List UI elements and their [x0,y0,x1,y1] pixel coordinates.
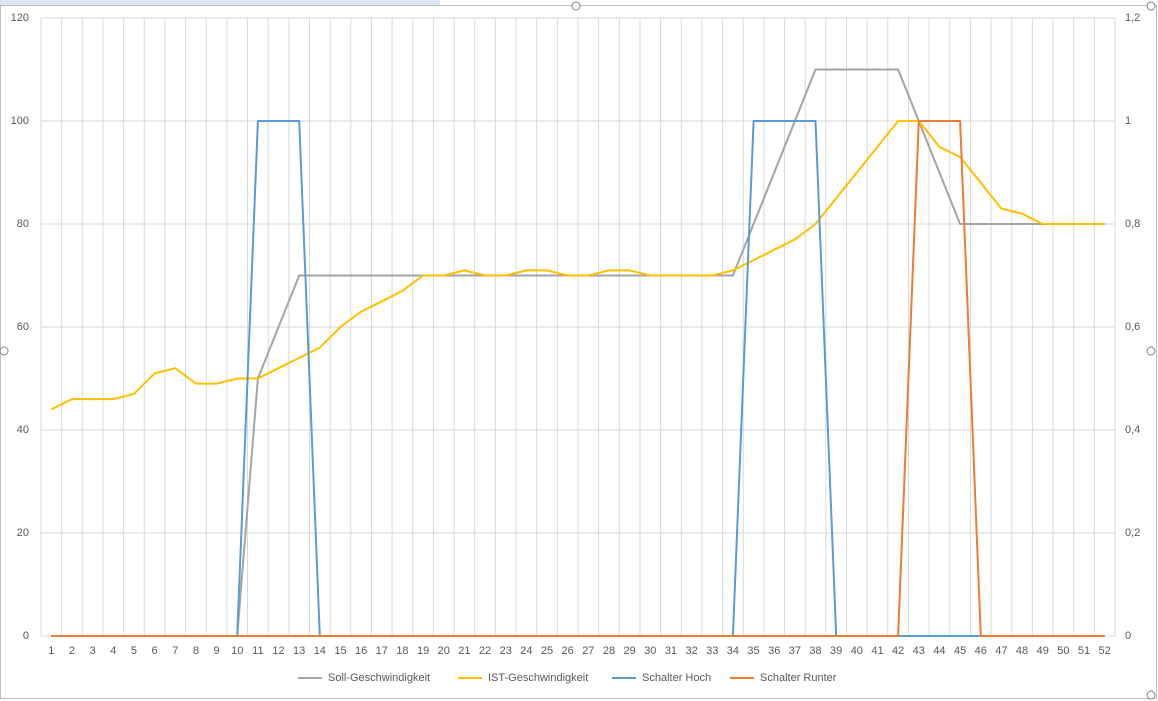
x-tick-label: 5 [131,645,137,657]
x-tick-label: 26 [562,645,574,657]
x-tick-label: 28 [603,645,615,657]
x-tick-label: 10 [231,645,243,657]
y2-tick-label: 0,6 [1125,321,1140,333]
x-tick-label: 42 [892,645,904,657]
legend-label: Schalter Runter [760,672,837,684]
x-tick-label: 6 [152,645,158,657]
y2-tick-label: 0,8 [1125,218,1140,230]
x-tick-label: 37 [789,645,801,657]
x-tick-label: 2 [69,645,75,657]
x-tick-label: 20 [438,645,450,657]
x-tick-label: 15 [334,645,346,657]
x-tick-label: 47 [995,645,1007,657]
x-tick-label: 52 [1099,645,1111,657]
x-tick-label: 48 [1016,645,1028,657]
x-tick-label: 50 [1057,645,1069,657]
y2-tick-label: 0,4 [1125,424,1140,436]
x-tick-label: 41 [871,645,883,657]
x-tick-label: 8 [193,645,199,657]
x-tick-label: 51 [1078,645,1090,657]
x-tick-label: 32 [685,645,697,657]
x-tick-label: 40 [851,645,863,657]
x-tick-label: 33 [706,645,718,657]
x-tick-label: 25 [541,645,553,657]
x-tick-label: 24 [520,645,532,657]
x-tick-label: 17 [376,645,388,657]
x-tick-label: 14 [314,645,326,657]
x-tick-label: 22 [479,645,491,657]
x-tick-label: 39 [830,645,842,657]
x-tick-label: 1 [48,645,54,657]
x-tick-label: 27 [582,645,594,657]
x-tick-label: 18 [396,645,408,657]
x-tick-label: 21 [458,645,470,657]
x-tick-label: 45 [954,645,966,657]
x-tick-label: 12 [272,645,284,657]
x-tick-label: 38 [809,645,821,657]
y2-tick-label: 0,2 [1125,527,1140,539]
x-tick-label: 13 [293,645,305,657]
legend-label: Schalter Hoch [642,672,711,684]
y-tick-label: 40 [17,424,29,436]
y-tick-label: 0 [23,630,29,642]
x-tick-label: 16 [355,645,367,657]
x-tick-label: 31 [665,645,677,657]
x-tick-label: 29 [624,645,636,657]
x-tick-label: 46 [975,645,987,657]
legend-label: Soll-Geschwindigkeit [328,672,430,684]
y-tick-label: 80 [17,218,29,230]
selection-bar [0,0,440,5]
x-tick-label: 44 [933,645,945,657]
x-tick-label: 49 [1037,645,1049,657]
x-tick-label: 30 [644,645,656,657]
x-tick-label: 4 [110,645,116,657]
legend-label: IST-Geschwindigkeit [488,672,588,684]
x-tick-label: 9 [213,645,219,657]
y-tick-label: 120 [11,12,29,24]
y2-tick-label: 1,2 [1125,12,1140,24]
x-tick-label: 34 [727,645,739,657]
x-tick-label: 7 [172,645,178,657]
series-line [51,120,1105,637]
x-tick-label: 3 [90,645,96,657]
y-tick-label: 60 [17,321,29,333]
y-tick-label: 20 [17,527,29,539]
series-line [50,120,1105,411]
y2-tick-label: 1 [1125,115,1131,127]
y-tick-label: 100 [11,115,29,127]
x-tick-label: 19 [417,645,429,657]
x-tick-label: 23 [500,645,512,657]
x-tick-label: 43 [913,645,925,657]
y2-tick-label: 0 [1125,630,1131,642]
x-tick-label: 11 [252,645,263,657]
x-tick-label: 36 [768,645,780,657]
x-tick-label: 35 [747,645,759,657]
